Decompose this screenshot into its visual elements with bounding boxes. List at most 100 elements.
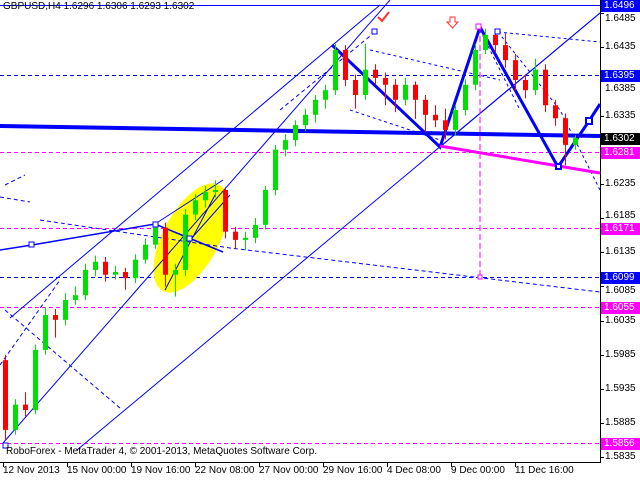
trend-drawings <box>0 0 602 451</box>
candle-body <box>313 99 318 115</box>
candle <box>453 105 458 137</box>
candle <box>253 218 258 244</box>
candle <box>13 399 18 435</box>
candle-body <box>283 140 288 150</box>
y-tick-label: 1.5885 <box>605 417 636 428</box>
candle <box>63 293 68 326</box>
candle <box>53 308 58 338</box>
candle-body <box>403 84 408 100</box>
x-tick-label: 22 Nov 08:00 <box>195 465 255 476</box>
anchor-marker <box>477 274 483 280</box>
candle <box>523 74 528 99</box>
dotted-trend <box>497 31 601 43</box>
candle <box>333 43 338 96</box>
candle-body <box>273 149 278 191</box>
candle <box>513 54 518 91</box>
support-line <box>0 124 601 138</box>
candle <box>563 113 568 166</box>
candle <box>103 256 108 282</box>
candle-body <box>423 99 428 115</box>
candle-body <box>263 190 268 225</box>
magenta-trend <box>439 144 601 175</box>
candle-body <box>243 237 248 240</box>
candle <box>113 265 118 280</box>
candle <box>393 79 398 113</box>
y-tick-label: 1.6485 <box>605 13 636 24</box>
candle-body <box>163 227 168 275</box>
candle <box>223 187 228 239</box>
checkmark-icon <box>377 11 390 23</box>
candle-body <box>373 69 378 78</box>
candle-body <box>223 190 228 232</box>
level-label: 1.5856 <box>601 438 640 450</box>
anchor-marker <box>555 163 562 170</box>
copyright-text: RoboForex - MetaTrader 4, © 2001-2013, M… <box>6 446 318 457</box>
candle <box>423 95 428 133</box>
candle <box>413 81 418 119</box>
candle <box>353 74 358 109</box>
level-label: 1.6171 <box>601 223 640 235</box>
candle-body <box>303 114 308 126</box>
candle-body <box>293 125 298 141</box>
candle <box>443 108 448 140</box>
dotted-trend <box>0 196 31 203</box>
markers <box>2 23 593 449</box>
candle-body <box>543 69 548 106</box>
anchor-marker <box>494 28 501 35</box>
candle-body <box>483 34 488 50</box>
candle <box>33 344 38 415</box>
y-tick-label: 1.5935 <box>605 383 636 394</box>
channel-line <box>9 4 381 319</box>
candle <box>173 263 178 297</box>
candle-body <box>33 349 38 411</box>
candle-body <box>133 259 138 279</box>
channel-line <box>439 12 601 148</box>
level-lines <box>0 5 600 444</box>
candle <box>93 255 98 277</box>
y-tick-label: 1.5985 <box>605 349 636 360</box>
candle <box>403 77 408 106</box>
candle-body <box>53 315 58 320</box>
candle <box>43 306 48 355</box>
candle-body <box>153 227 158 245</box>
anchor-marker <box>585 117 593 125</box>
candle <box>163 222 168 287</box>
candle <box>503 33 508 68</box>
candle <box>83 263 88 301</box>
candle <box>213 180 218 198</box>
anchor-marker <box>371 28 378 35</box>
candle-body <box>103 261 108 275</box>
candle <box>133 254 138 283</box>
candle <box>143 238 148 264</box>
candle-body <box>473 49 478 85</box>
candle-body <box>83 269 88 296</box>
candle <box>183 209 188 277</box>
x-tick-label: 19 Nov 16:00 <box>131 465 191 476</box>
candle <box>73 286 78 305</box>
y-tick-label: 1.6435 <box>605 41 636 52</box>
candle <box>243 231 248 251</box>
candle-body <box>203 192 208 201</box>
x-tick-label: 9 Dec 00:00 <box>451 465 505 476</box>
y-tick-label: 1.6085 <box>605 285 636 296</box>
candle <box>203 185 208 208</box>
candle-body <box>73 295 78 301</box>
candle <box>343 45 348 87</box>
channel-line <box>2 0 391 444</box>
candle-body <box>393 84 398 100</box>
candle-body <box>413 84 418 100</box>
candle-body <box>563 118 568 145</box>
candle-body <box>13 404 18 430</box>
y-tick-label: 1.6385 <box>605 83 636 94</box>
candle-body <box>513 60 518 80</box>
candle-body <box>533 69 538 91</box>
candle <box>533 58 538 96</box>
candle <box>483 28 488 55</box>
candle <box>553 99 558 126</box>
anchor-marker <box>475 23 482 30</box>
candle-body <box>143 244 148 260</box>
candle-body <box>193 200 198 215</box>
y-tick-label: 1.6335 <box>605 110 636 121</box>
candle-body <box>453 110 458 130</box>
